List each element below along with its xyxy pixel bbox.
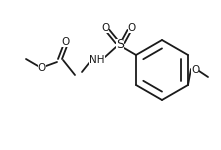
Text: S: S — [116, 39, 124, 51]
Text: O: O — [101, 23, 109, 33]
Text: O: O — [61, 37, 69, 47]
Text: O: O — [38, 63, 46, 73]
Text: O: O — [128, 23, 136, 33]
Text: NH: NH — [89, 55, 105, 65]
Text: O: O — [191, 65, 199, 75]
